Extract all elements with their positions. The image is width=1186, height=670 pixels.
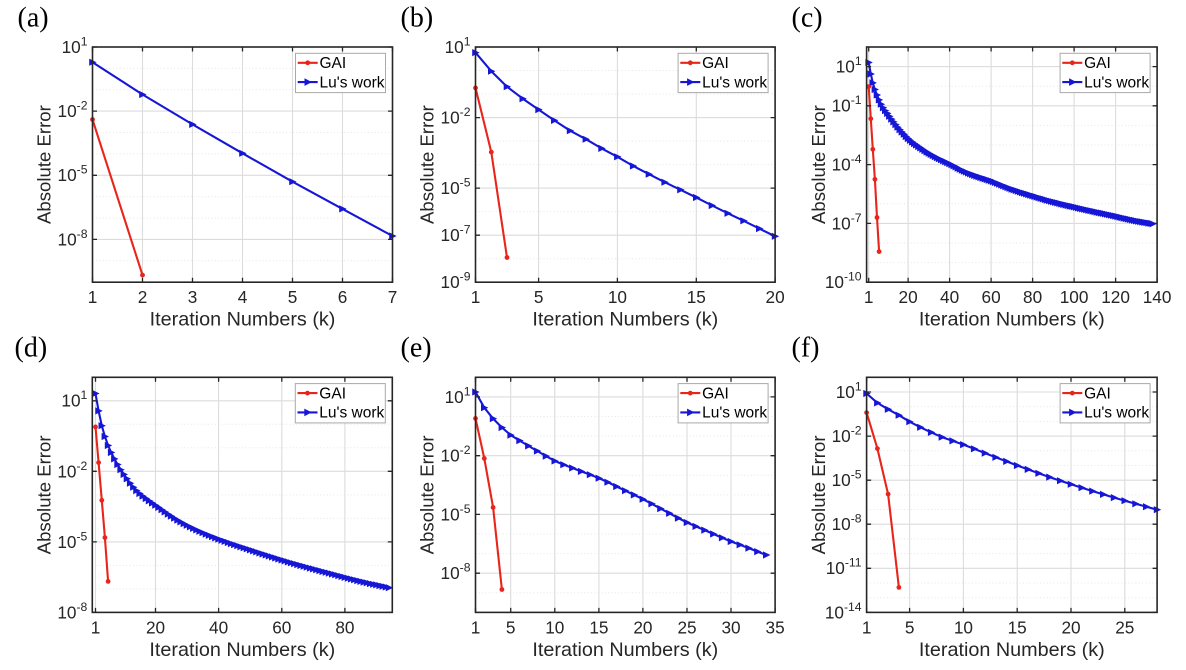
svg-text:Iteration Numbers (k): Iteration Numbers (k) [532,639,718,661]
svg-text:7: 7 [388,287,398,307]
svg-text:60: 60 [982,287,1001,307]
svg-text:25: 25 [677,617,696,637]
svg-text:Absolute Error: Absolute Error [808,105,829,224]
svg-text:1: 1 [862,617,872,637]
svg-text:Absolute Error: Absolute Error [417,435,438,554]
svg-text:35: 35 [766,617,785,637]
svg-text:Lu's work: Lu's work [702,74,767,91]
svg-text:2: 2 [138,287,148,307]
svg-text:Absolute Error: Absolute Error [417,105,438,224]
svg-text:(a): (a) [18,2,49,33]
svg-text:25: 25 [1115,617,1134,637]
svg-text:1: 1 [88,287,98,307]
svg-text:3: 3 [188,287,198,307]
svg-text:Iteration Numbers (k): Iteration Numbers (k) [919,309,1105,331]
svg-text:(d): (d) [15,333,48,364]
svg-text:20: 20 [766,287,785,307]
svg-text:Iteration Numbers (k): Iteration Numbers (k) [150,309,336,331]
svg-text:5: 5 [905,617,915,637]
svg-text:5: 5 [506,617,516,637]
svg-text:Iteration Numbers (k): Iteration Numbers (k) [532,309,718,331]
svg-text:30: 30 [721,617,740,637]
svg-text:Absolute Error: Absolute Error [34,435,55,554]
svg-text:(f): (f) [792,333,820,364]
svg-text:GAI: GAI [702,385,729,402]
svg-text:80: 80 [1023,287,1042,307]
svg-text:1: 1 [864,287,874,307]
svg-text:20: 20 [146,617,165,637]
svg-text:10: 10 [545,617,564,637]
svg-text:10: 10 [954,617,973,637]
svg-text:15: 15 [589,617,608,637]
svg-text:100: 100 [1060,287,1089,307]
svg-text:GAI: GAI [1084,385,1111,402]
svg-text:Lu's work: Lu's work [319,405,384,422]
svg-text:5: 5 [534,287,544,307]
svg-text:1: 1 [91,617,101,637]
svg-text:GAI: GAI [1084,55,1111,72]
svg-text:Iteration Numbers (k): Iteration Numbers (k) [149,639,335,661]
svg-text:15: 15 [687,287,706,307]
svg-text:1: 1 [471,287,481,307]
svg-text:60: 60 [272,617,291,637]
svg-text:Absolute Error: Absolute Error [34,105,55,224]
svg-text:15: 15 [1008,617,1027,637]
svg-text:GAI: GAI [320,55,347,72]
svg-text:10: 10 [608,287,627,307]
svg-text:(b): (b) [401,2,434,33]
svg-text:Iteration Numbers (k): Iteration Numbers (k) [919,639,1105,661]
svg-text:GAI: GAI [702,55,729,72]
svg-text:Lu's work: Lu's work [702,405,767,422]
svg-text:Absolute Error: Absolute Error [808,435,829,554]
svg-text:(e): (e) [401,333,432,364]
svg-text:40: 40 [209,617,228,637]
svg-text:GAI: GAI [319,385,346,402]
svg-text:20: 20 [899,287,918,307]
svg-text:20: 20 [1061,617,1080,637]
svg-text:4: 4 [238,287,248,307]
svg-text:6: 6 [338,287,348,307]
svg-text:80: 80 [335,617,354,637]
svg-text:140: 140 [1143,287,1172,307]
svg-text:Lu's work: Lu's work [320,74,385,91]
svg-text:120: 120 [1101,287,1130,307]
svg-text:5: 5 [288,287,298,307]
svg-text:Lu's work: Lu's work [1084,74,1149,91]
svg-text:20: 20 [633,617,652,637]
svg-text:(c): (c) [792,2,823,33]
svg-text:40: 40 [940,287,959,307]
svg-text:1: 1 [471,617,481,637]
svg-text:Lu's work: Lu's work [1084,405,1149,422]
